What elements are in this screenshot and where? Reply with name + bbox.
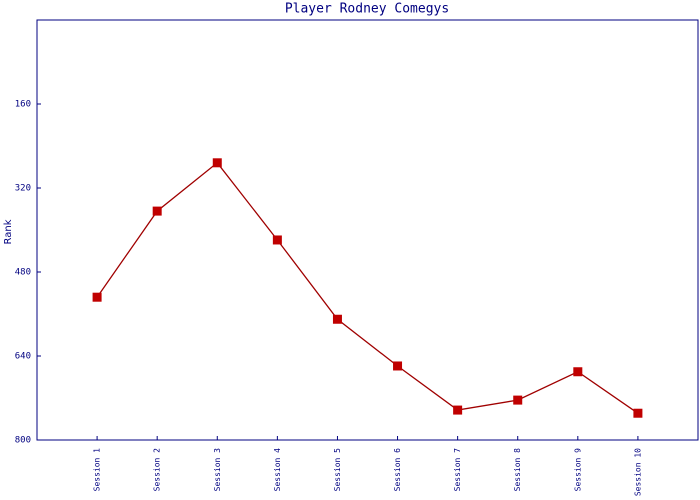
y-tick-label: 160: [15, 100, 31, 110]
marker: [393, 361, 403, 371]
marker: [332, 314, 342, 324]
series-line: [96, 161, 639, 414]
y-tick-label: 640: [15, 352, 31, 362]
x-tick-label: Session 4: [273, 448, 282, 492]
marker: [573, 367, 583, 377]
x-tick-label: Session 10: [633, 448, 642, 496]
x-tick-label: Session 2: [153, 448, 162, 492]
y-tick-label: 320: [15, 184, 31, 194]
marker: [453, 405, 463, 415]
x-tick-label: Session 8: [513, 448, 522, 492]
marker: [152, 206, 162, 216]
x-tick-label: Session 7: [453, 448, 462, 492]
marker: [513, 395, 523, 405]
chart-title: Player Rodney Comegys: [285, 2, 449, 17]
x-tick-label: Session 6: [393, 448, 402, 492]
x-tick-label: Session 9: [573, 448, 582, 492]
marker: [272, 235, 282, 245]
x-tick-label: Session 3: [213, 448, 222, 492]
x-tick-label: Session 5: [333, 448, 342, 492]
y-tick-label: 480: [15, 268, 31, 278]
marker: [212, 158, 222, 168]
plot-frame: [36, 19, 699, 441]
y-tick-label: 800: [15, 436, 31, 446]
x-tick-label: Session 1: [93, 448, 102, 492]
marker: [92, 292, 102, 302]
y-axis-label: Rank: [3, 219, 14, 244]
marker: [633, 408, 643, 418]
